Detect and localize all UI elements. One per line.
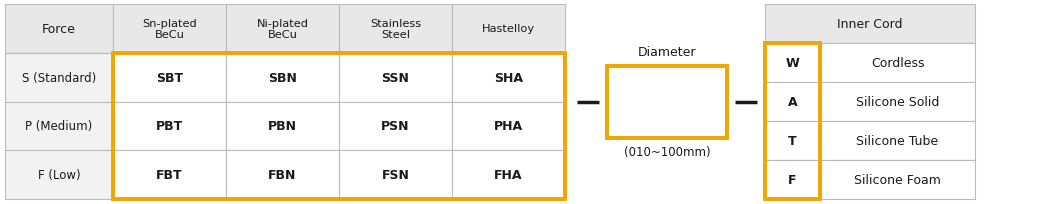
Bar [113, 53, 226, 102]
Text: PHA: PHA [494, 120, 523, 133]
Bar [113, 5, 226, 53]
Bar [113, 151, 226, 199]
Text: SBN: SBN [268, 71, 297, 84]
Bar [765, 5, 975, 44]
Bar [606, 66, 727, 138]
Bar [765, 44, 820, 199]
Text: FBN: FBN [268, 168, 297, 181]
Text: FSN: FSN [382, 168, 410, 181]
Text: T: T [788, 134, 797, 147]
Text: (010~100mm): (010~100mm) [624, 146, 711, 159]
Text: W: W [785, 57, 799, 70]
Bar [226, 53, 339, 102]
Bar [765, 83, 820, 121]
Text: 050: 050 [648, 93, 686, 111]
Bar [5, 102, 113, 151]
Bar [5, 53, 113, 102]
Text: F (Low): F (Low) [37, 168, 80, 181]
Bar [5, 151, 113, 199]
Bar [820, 83, 975, 121]
Text: PSN: PSN [381, 120, 410, 133]
Bar [765, 121, 820, 160]
Text: FHA: FHA [495, 168, 522, 181]
Bar [820, 121, 975, 160]
Bar [820, 44, 975, 83]
Text: Ni-plated
BeCu: Ni-plated BeCu [256, 19, 309, 40]
Text: A: A [787, 95, 797, 109]
Text: Diameter: Diameter [637, 45, 696, 58]
Text: P (Medium): P (Medium) [26, 120, 93, 133]
Text: Silicone Tube: Silicone Tube [857, 134, 938, 147]
Text: PBT: PBT [155, 120, 183, 133]
Text: SBT: SBT [156, 71, 183, 84]
Bar [765, 160, 820, 199]
Text: SSN: SSN [382, 71, 410, 84]
Bar [452, 5, 565, 53]
Text: SHA: SHA [494, 71, 523, 84]
Bar [339, 53, 452, 102]
Bar [113, 53, 565, 199]
Text: Silicone Solid: Silicone Solid [855, 95, 940, 109]
Text: Silicone Foam: Silicone Foam [854, 173, 941, 186]
Text: Hastelloy: Hastelloy [482, 24, 535, 34]
Text: Inner Cord: Inner Cord [837, 18, 902, 31]
Bar [452, 151, 565, 199]
Bar [226, 102, 339, 151]
Bar [339, 151, 452, 199]
Bar [452, 102, 565, 151]
Bar [226, 5, 339, 53]
Text: F: F [788, 173, 797, 186]
Bar [113, 102, 226, 151]
Bar [5, 5, 113, 53]
Bar [339, 5, 452, 53]
Text: PBN: PBN [268, 120, 297, 133]
Text: Force: Force [43, 23, 76, 36]
Bar [452, 53, 565, 102]
Bar [226, 151, 339, 199]
Bar [339, 102, 452, 151]
Bar [820, 160, 975, 199]
Text: Cordless: Cordless [870, 57, 925, 70]
Text: Sn-plated
BeCu: Sn-plated BeCu [143, 19, 197, 40]
Bar [765, 44, 820, 83]
Text: FBT: FBT [156, 168, 183, 181]
Text: Stainless
Steel: Stainless Steel [370, 19, 421, 40]
Text: S (Standard): S (Standard) [22, 71, 96, 84]
